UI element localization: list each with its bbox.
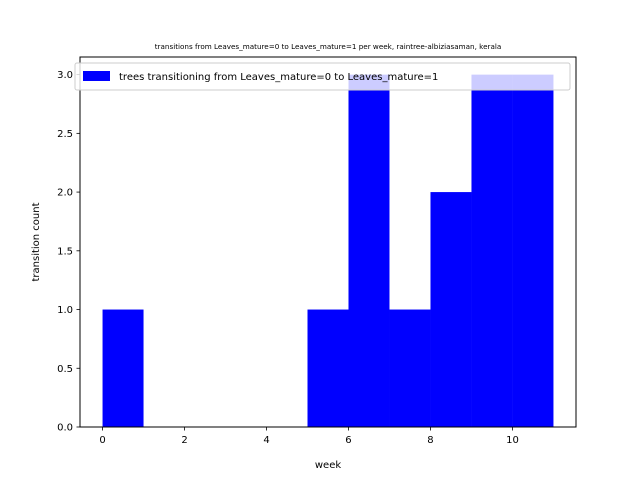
bar-week-5 bbox=[307, 309, 349, 427]
x-tick-label: 2 bbox=[181, 435, 187, 446]
bar-week-9 bbox=[471, 74, 513, 427]
x-tick-label: 6 bbox=[345, 435, 351, 446]
bar-week-0 bbox=[102, 309, 144, 427]
chart-title: transitions from Leaves_mature=0 to Leav… bbox=[155, 42, 502, 51]
y-tick-label: 2.5 bbox=[57, 129, 73, 140]
bar-week-7 bbox=[389, 309, 431, 427]
bars-group bbox=[102, 74, 554, 427]
bar-week-6 bbox=[348, 74, 390, 427]
x-axis-label: week bbox=[315, 460, 341, 471]
y-tick-label: 1.5 bbox=[57, 246, 73, 257]
x-axis-ticks: 0 2 4 6 8 10 bbox=[99, 427, 519, 446]
y-tick-label: 1.0 bbox=[57, 305, 73, 316]
bar-week-8 bbox=[430, 192, 472, 427]
y-tick-label: 3.0 bbox=[57, 70, 73, 81]
plot-frame bbox=[79, 56, 577, 428]
bar-week-10 bbox=[512, 74, 554, 427]
y-axis-label: transition count bbox=[31, 202, 42, 281]
y-tick-label: 0.5 bbox=[57, 364, 73, 375]
legend-box bbox=[74, 62, 571, 91]
legend-swatch bbox=[83, 71, 110, 81]
y-tick-label: 0.0 bbox=[57, 423, 73, 434]
y-axis-ticks: 0.0 0.5 1.0 1.5 2.0 2.5 3.0 bbox=[57, 70, 80, 434]
x-tick-label: 8 bbox=[427, 435, 433, 446]
y-tick-label: 2.0 bbox=[57, 188, 73, 199]
x-tick-label: 0 bbox=[99, 435, 105, 446]
x-tick-label: 4 bbox=[263, 435, 269, 446]
legend-label: trees transitioning from Leaves_mature=0… bbox=[119, 72, 438, 83]
x-tick-label: 10 bbox=[506, 435, 519, 446]
legend: trees transitioning from Leaves_mature=0… bbox=[74, 62, 571, 91]
